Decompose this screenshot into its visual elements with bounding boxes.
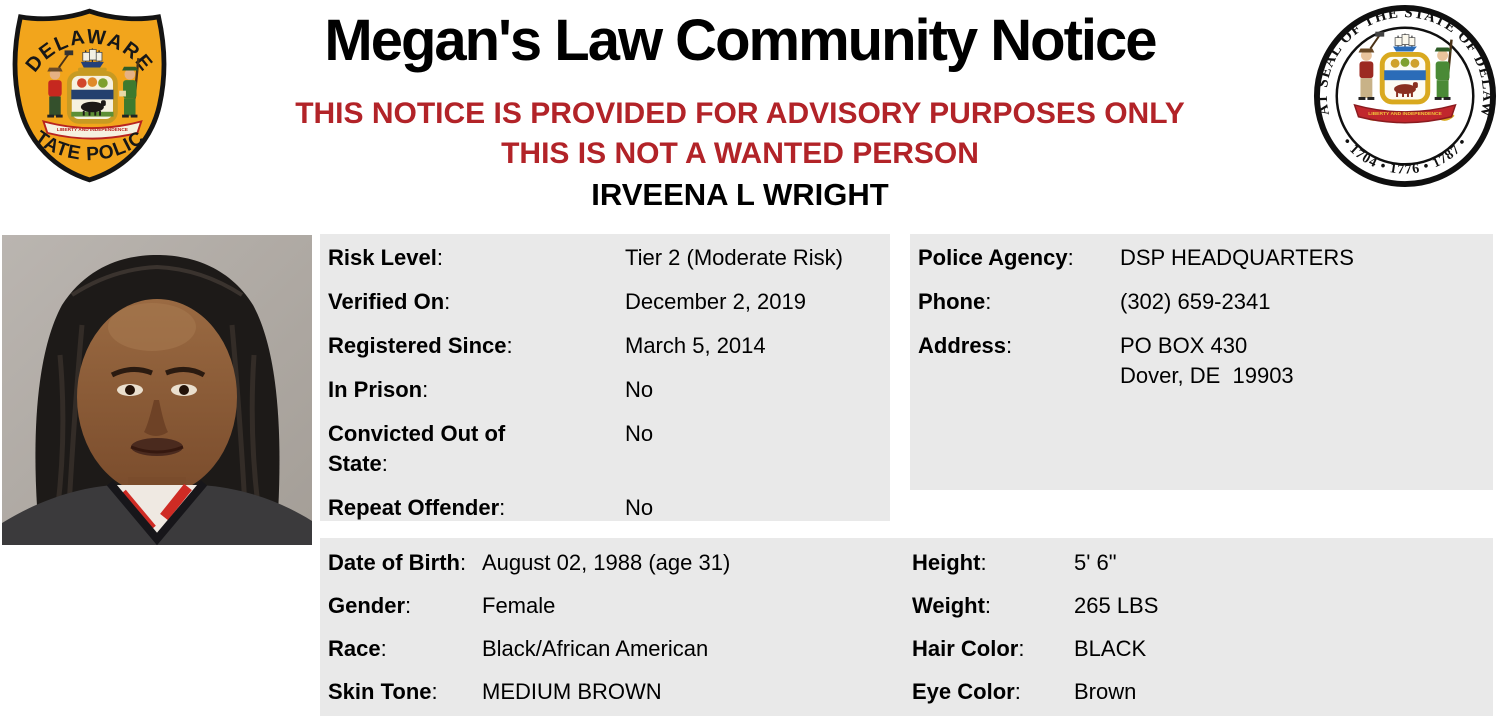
physical-panel: Date of Birth: August 02, 1988 (age 31) … (320, 538, 1493, 716)
info-row: Skin Tone: MEDIUM BROWN (328, 677, 910, 707)
info-value: DSP HEADQUARTERS (1120, 245, 1354, 270)
colon: : (1018, 636, 1025, 661)
info-value: 265 LBS (1074, 593, 1159, 618)
info-label: Hair Color (912, 636, 1019, 661)
info-value: PO BOX 430 Dover, DE 19903 (1120, 333, 1294, 388)
info-row: Phone: (302) 659-2341 (918, 287, 1485, 317)
colon: : (980, 550, 987, 575)
physical-left-column: Date of Birth: August 02, 1988 (age 31) … (328, 548, 910, 720)
info-row: Hair Color: BLACK (912, 634, 1487, 664)
registration-panel: Risk Level: Tier 2 (Moderate Risk) Verif… (320, 234, 890, 521)
colon: : (1014, 679, 1021, 704)
info-value: Black/African American (482, 636, 709, 661)
badge-coat-of-arms: LIBERTY AND INDEPENDENCE (41, 48, 143, 140)
colon: : (381, 451, 388, 476)
info-label: Convicted Out of State (328, 421, 506, 476)
physical-right-column: Height: 5' 6" Weight: 265 LBS Hair Color… (912, 548, 1487, 720)
colon: : (422, 377, 429, 402)
info-row: Race: Black/African American (328, 634, 910, 664)
seal-farmer-figure (1358, 31, 1385, 100)
info-label: Repeat Offender (328, 495, 500, 520)
info-value: 5' 6" (1074, 550, 1117, 575)
great-seal-of-delaware-icon: GREAT SEAL OF THE STATE OF DELAWARE • 17… (1310, 2, 1497, 188)
info-label: Address (918, 333, 1007, 358)
seal-militiaman-figure (1434, 39, 1453, 100)
info-row: Police Agency: DSP HEADQUARTERS (918, 243, 1485, 273)
info-row: Convicted Out of State: No (328, 419, 882, 479)
info-value: MEDIUM BROWN (482, 679, 662, 704)
badge-militiaman-figure (119, 57, 140, 118)
colon: : (436, 245, 443, 270)
info-row: Date of Birth: August 02, 1988 (age 31) (328, 548, 910, 578)
info-value: December 2, 2019 (625, 289, 806, 314)
advisory-line-2: THIS IS NOT A WANTED PERSON (501, 137, 979, 170)
info-row: Eye Color: Brown (912, 677, 1487, 707)
info-label: Verified On (328, 289, 445, 314)
info-label: Police Agency (918, 245, 1068, 270)
info-value: No (625, 495, 654, 520)
info-label: Race (328, 636, 381, 661)
info-value: Tier 2 (Moderate Risk) (625, 245, 844, 270)
colon: : (506, 333, 513, 358)
info-row: Address: PO BOX 430 Dover, DE 19903 (918, 331, 1485, 391)
advisory-line-1: THIS NOTICE IS PROVIDED FOR ADVISORY PUR… (295, 97, 1185, 130)
info-label: Phone (918, 289, 986, 314)
colon: : (431, 679, 438, 704)
page-title: Megan's Law Community Notice (324, 8, 1157, 73)
info-value: March 5, 2014 (625, 333, 766, 358)
info-value: Brown (1074, 679, 1137, 704)
info-row: In Prison: No (328, 375, 882, 405)
info-label: Weight (912, 593, 985, 618)
info-label: Eye Color (912, 679, 1015, 704)
info-value: August 02, 1988 (age 31) (482, 550, 731, 575)
colon: : (984, 593, 992, 618)
colon: : (380, 636, 387, 661)
colon: : (444, 289, 451, 314)
colon: : (1006, 333, 1013, 358)
badge-farmer-figure (47, 50, 74, 118)
seal-coat-of-arms: LIBERTY AND INDEPENDENCE (1353, 31, 1457, 124)
info-row: Registered Since: March 5, 2014 (328, 331, 882, 361)
info-value: Female (482, 593, 556, 618)
badge-motto-text: LIBERTY AND INDEPENDENCE (57, 127, 128, 133)
header: Megan's Law Community Notice THIS NOTICE… (175, 0, 1305, 230)
info-label: Date of Birth (328, 550, 460, 575)
info-row: Verified On: December 2, 2019 (328, 287, 882, 317)
seal-motto-text: LIBERTY AND INDEPENDENCE (1368, 111, 1442, 117)
info-row: Repeat Offender: No (328, 493, 882, 523)
info-row: Risk Level: Tier 2 (Moderate Risk) (328, 243, 882, 273)
info-value: BLACK (1074, 636, 1147, 661)
agency-panel: Police Agency: DSP HEADQUARTERS Phone: (… (910, 234, 1493, 490)
advisory-text: THIS NOTICE IS PROVIDED FOR ADVISORY PUR… (175, 94, 1305, 174)
info-label: In Prison (328, 377, 423, 402)
info-label: Gender (328, 593, 406, 618)
info-row: Gender: Female (328, 591, 910, 621)
info-label: Height (912, 550, 981, 575)
info-value: No (625, 377, 654, 402)
info-value: No (625, 421, 654, 446)
info-label: Risk Level (328, 245, 437, 270)
mugshot-photo (2, 235, 312, 545)
offender-name: IRVEENA L WRIGHT (591, 177, 889, 212)
colon: : (985, 289, 992, 314)
info-row: Height: 5' 6" (912, 548, 1487, 578)
delaware-state-police-badge-icon: DELAWARE (8, 5, 167, 183)
info-row: Weight: 265 LBS (912, 591, 1487, 621)
info-value: (302) 659-2341 (1120, 289, 1271, 314)
colon: : (405, 593, 412, 618)
colon: : (1067, 245, 1074, 270)
info-label: Registered Since (328, 333, 507, 358)
info-label: Skin Tone (328, 679, 432, 704)
colon: : (499, 495, 506, 520)
colon: : (460, 550, 467, 575)
